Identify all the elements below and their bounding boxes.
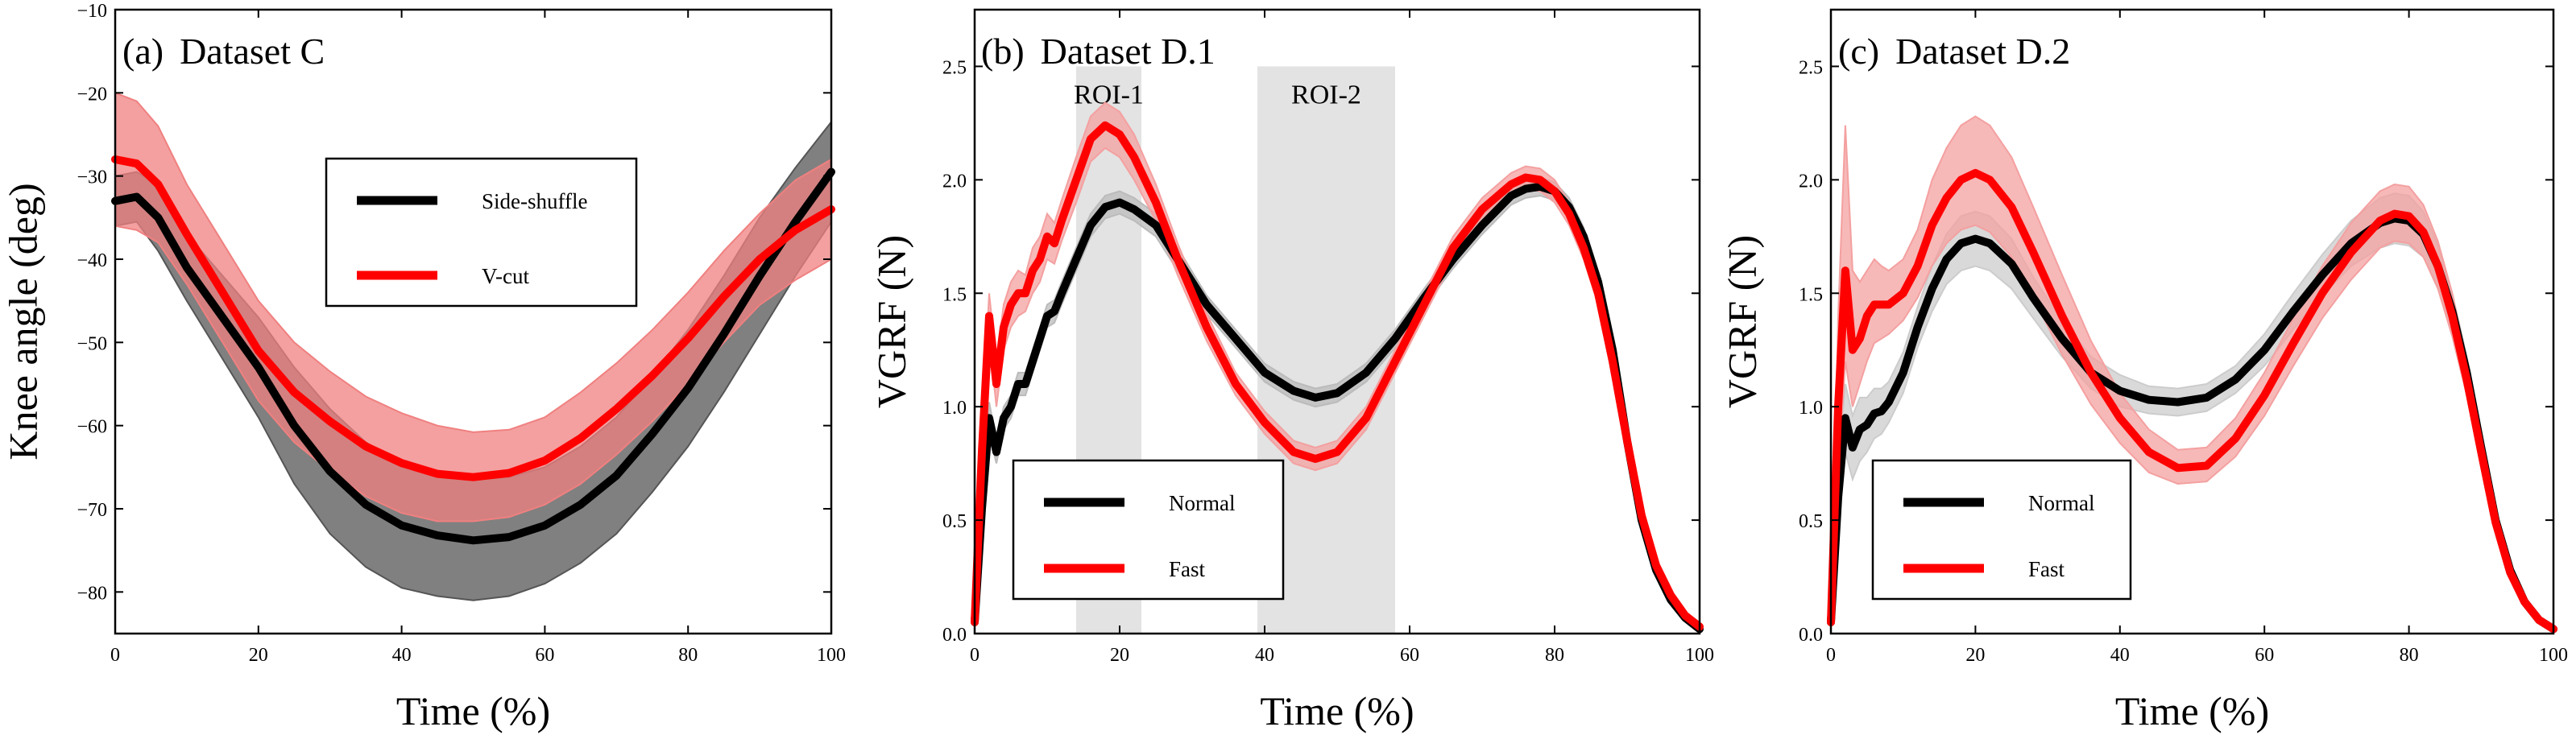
x-tick-label: 80	[1545, 645, 1564, 666]
legend-label-fast: Fast	[2028, 557, 2065, 581]
panel-dataset-c: 0 20 40 60 80 100 −80 −70 −60 −50 −40 −30 −20 −10 Time…	[0, 1, 846, 733]
x-tick-label: 0	[1826, 645, 1836, 666]
x-tick-label: 40	[1255, 645, 1274, 666]
panel-name: Dataset D.1	[1041, 31, 1216, 72]
x-tick-label: 80	[678, 645, 698, 666]
x-tick-label: 20	[1110, 645, 1129, 666]
y-tick-label: 2.0	[1799, 171, 1823, 192]
series-line-fast	[1827, 168, 2557, 634]
x-tick-label: 20	[249, 645, 268, 666]
y-tick-label: −70	[77, 500, 107, 521]
series-line-side-shuffle	[111, 167, 835, 545]
legend-box	[1871, 459, 2132, 601]
x-tick-label: 100	[2539, 645, 2568, 666]
y-tick-label: −10	[77, 1, 107, 22]
panel-title: (b) Dataset D.1	[981, 31, 1216, 72]
x-tick-label: 0	[970, 645, 979, 666]
legend-box	[325, 157, 638, 308]
axes-frame	[973, 8, 1701, 635]
y-axis-label: VGRF (N)	[1719, 235, 1764, 408]
panel-letter: (c)	[1838, 31, 1879, 72]
y-tick-label: 1.5	[1799, 284, 1823, 305]
x-tick-label: 100	[817, 645, 846, 666]
x-axis-label: Time (%)	[1260, 688, 1414, 733]
panel-name: Dataset D.2	[1895, 31, 2070, 72]
y-tick-label: −80	[77, 583, 107, 604]
y-tick-label: 0.5	[1799, 511, 1823, 532]
y-axis-label: VGRF (N)	[868, 235, 913, 408]
x-axis-label: Time (%)	[2115, 688, 2269, 733]
x-tick-label: 100	[1685, 645, 1714, 666]
y-tick-label: 2.5	[942, 57, 967, 78]
x-tick-label: 40	[2110, 645, 2130, 666]
x-tick-label: 60	[535, 645, 554, 666]
x-tick-label: 0	[110, 645, 120, 666]
x-tick-label: 60	[2255, 645, 2274, 666]
y-tick-label: 2.5	[1799, 57, 1823, 78]
y-tick-label: 1.0	[1799, 398, 1823, 419]
y-tick-label: −50	[77, 333, 107, 354]
legend-label-side-shuffle: Side-shuffle	[482, 189, 587, 213]
legend-label-v-cut: V-cut	[482, 264, 529, 288]
panel-name: Dataset C	[180, 31, 325, 72]
y-tick-label: 0.0	[1799, 625, 1823, 646]
y-tick-label: −30	[77, 167, 107, 188]
series-line-v-cut	[111, 155, 835, 481]
axes-frame	[114, 8, 833, 635]
panel-letter: (b)	[981, 31, 1025, 72]
y-axis-label: Knee angle (deg)	[0, 183, 45, 460]
y-tick-label: 1.5	[942, 284, 967, 305]
x-tick-label: 60	[1400, 645, 1419, 666]
legend-label-fast: Fast	[1169, 557, 1206, 581]
axes-frame	[1829, 8, 2555, 635]
panel-dataset-d2: 0 20 40 60 80 100 0.0 0.5 1.0 1.5 2.0 2.5 Time (%) VG…	[1719, 8, 2568, 733]
y-tick-label: −60	[77, 417, 107, 438]
y-tick-label: −20	[77, 84, 107, 105]
x-tick-label: 40	[392, 645, 412, 666]
legend-label-normal: Normal	[2028, 491, 2094, 515]
y-tick-label: 1.0	[942, 398, 967, 419]
panel-letter: (a)	[122, 31, 164, 72]
x-axis-label: Time (%)	[396, 688, 550, 733]
legend-box	[1012, 459, 1285, 601]
panel-title: (a) Dataset C	[122, 31, 325, 72]
y-tick-label: 0.5	[942, 511, 967, 532]
y-tick-label: 0.0	[942, 625, 967, 646]
roi-label-2: ROI-2	[1291, 80, 1361, 109]
x-tick-label: 20	[1965, 645, 1985, 666]
panel-title: (c) Dataset D.2	[1838, 31, 2070, 72]
series-line-fast	[971, 121, 1704, 631]
panel-dataset-d1: ROI-1 ROI-20 20 40 60 80 1000.00.51.01.52.02.5…	[868, 8, 1714, 733]
y-tick-label: −40	[77, 250, 107, 271]
x-tick-label: 80	[2400, 645, 2419, 666]
y-tick-label: 2.0	[942, 171, 967, 192]
legend-label-normal: Normal	[1169, 491, 1235, 515]
